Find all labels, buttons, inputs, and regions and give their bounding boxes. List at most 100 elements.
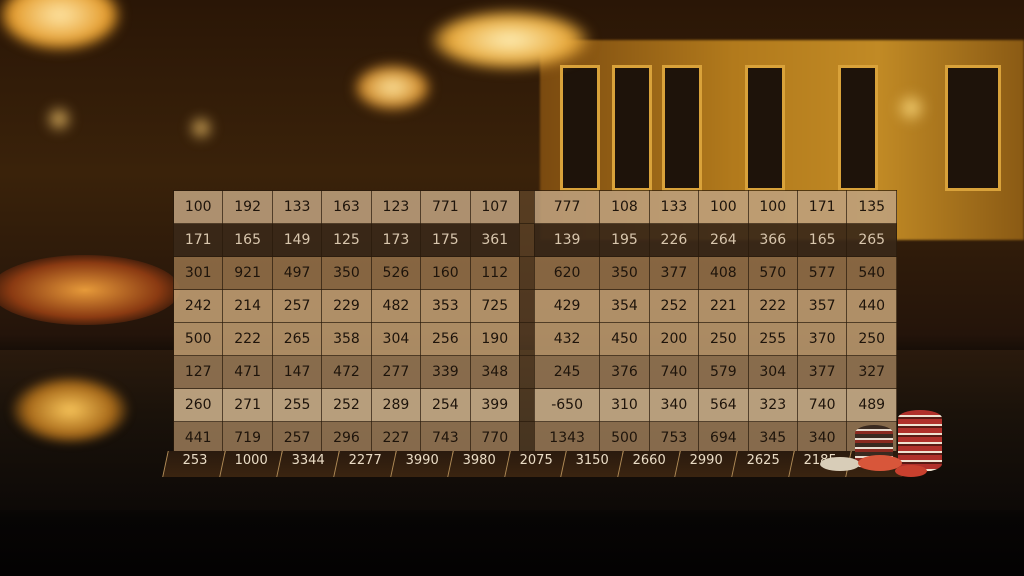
table-cell: 125	[321, 223, 372, 257]
roulette-wheel	[0, 255, 180, 325]
table-cell: 227	[370, 421, 422, 455]
table-cell: 100	[172, 190, 224, 224]
table-cell: 472	[321, 355, 372, 389]
wall-panel	[560, 65, 600, 191]
table-cell: 577	[796, 256, 848, 290]
wall-lamp	[895, 92, 927, 124]
table-row: 127 471 147 472 277 339 348 245 376 740 579 304 377 3…	[172, 355, 897, 389]
table-row: 301 921 497 350 526 160 112 620 350 377 408 570 577 5…	[172, 256, 897, 290]
table-cell: 265	[271, 322, 323, 356]
table-cell: 252	[321, 388, 372, 422]
table-cell: 777	[533, 190, 601, 224]
table-cell: 725	[469, 289, 520, 323]
table-cell: 147	[271, 355, 323, 389]
table-cell: 108	[599, 190, 650, 224]
table-cell: 289	[370, 388, 422, 422]
total-value: 3990	[405, 453, 439, 468]
table-cell: 350	[321, 256, 372, 290]
table-cell: 310	[599, 388, 650, 422]
total-cell: 2075	[503, 451, 567, 477]
wall-panel	[838, 65, 878, 191]
table-divider	[518, 322, 535, 356]
table-row: 171 165 149 125 173 175 361 139 195 226 264 366 165 2…	[172, 223, 897, 257]
total-cell: 3344	[276, 451, 339, 477]
table-cell: 175	[420, 223, 471, 257]
table-cell: 345	[747, 421, 798, 455]
total-cell: 1000	[219, 451, 282, 477]
table-cell: 719	[222, 421, 273, 455]
table-cell: 489	[846, 388, 897, 422]
table-cell: 265	[846, 223, 897, 257]
table-cell: 399	[469, 388, 520, 422]
wall-panel	[662, 65, 702, 191]
table-cell: 171	[796, 190, 848, 224]
table-cell: 245	[533, 355, 601, 389]
table-cell: 257	[271, 289, 323, 323]
table-cell: 753	[648, 421, 700, 455]
table-cell: 296	[321, 421, 372, 455]
total-value: 3344	[291, 453, 325, 468]
table-cell: 190	[469, 322, 520, 356]
total-value: 2990	[690, 453, 724, 468]
total-cell: 3150	[560, 451, 624, 477]
table-divider	[518, 355, 535, 389]
total-value: 2075	[519, 453, 553, 468]
table-cell: 165	[222, 223, 273, 257]
table-divider	[518, 421, 535, 455]
chip-stack-red	[898, 410, 942, 472]
table-cell: 366	[747, 223, 798, 257]
table-cell: 429	[533, 289, 601, 323]
table-cell: 173	[370, 223, 422, 257]
table-cell: 171	[172, 223, 224, 257]
wall-lamp	[45, 105, 73, 133]
table-row: 441 719 257 296 227 743 770 1343 500 753 694 345 340	[172, 421, 897, 455]
wall-panel	[612, 65, 652, 191]
total-value: 2277	[348, 453, 382, 468]
table-cell: 214	[222, 289, 273, 323]
table-cell: 354	[599, 289, 650, 323]
total-value: 3150	[576, 453, 610, 468]
table-cell: 229	[321, 289, 372, 323]
table-cell: 256	[420, 322, 471, 356]
table-cell: 149	[271, 223, 323, 257]
table-cell: 323	[747, 388, 798, 422]
table-cell: 361	[469, 223, 520, 257]
table-cell: -650	[533, 388, 601, 422]
total-cell: 2990	[674, 451, 737, 477]
table-cell: 620	[533, 256, 601, 290]
table-cell: 340	[796, 421, 848, 455]
table-cell: 222	[222, 322, 273, 356]
table-cell: 497	[271, 256, 323, 290]
table-cell: 408	[698, 256, 749, 290]
table-cell: 327	[846, 355, 897, 389]
table-cell: 471	[222, 355, 273, 389]
table-divider	[518, 223, 535, 257]
chip	[895, 465, 927, 477]
total-cell: 3980	[446, 451, 510, 477]
table-cell: 441	[172, 421, 224, 455]
table-cell: 340	[648, 388, 700, 422]
table-cell: 165	[796, 223, 848, 257]
total-cell: 253	[162, 451, 225, 477]
table-cell: 254	[420, 388, 471, 422]
table-cell: 353	[420, 289, 471, 323]
chandelier-small	[355, 65, 430, 110]
table-cell: 440	[846, 289, 897, 323]
table-cell: 743	[420, 421, 471, 455]
table-cell: 579	[698, 355, 749, 389]
table-cell: 694	[698, 421, 749, 455]
table-cell: 200	[648, 322, 700, 356]
table-cell: 222	[747, 289, 798, 323]
table-cell: 135	[846, 190, 897, 224]
wall-panel	[945, 65, 1001, 191]
total-value: 253	[182, 453, 208, 468]
table-cell: 358	[321, 322, 372, 356]
table-cell: 740	[796, 388, 848, 422]
table-cell: 339	[420, 355, 471, 389]
numbers-table: 100 192 133 163 123 771 107 777 108 133 100 100 171 1…	[172, 190, 897, 455]
table-cell: 264	[698, 223, 749, 257]
table-cell: 163	[321, 190, 372, 224]
chip	[820, 457, 860, 471]
table-divider	[518, 289, 535, 323]
table-cell: 540	[846, 256, 897, 290]
